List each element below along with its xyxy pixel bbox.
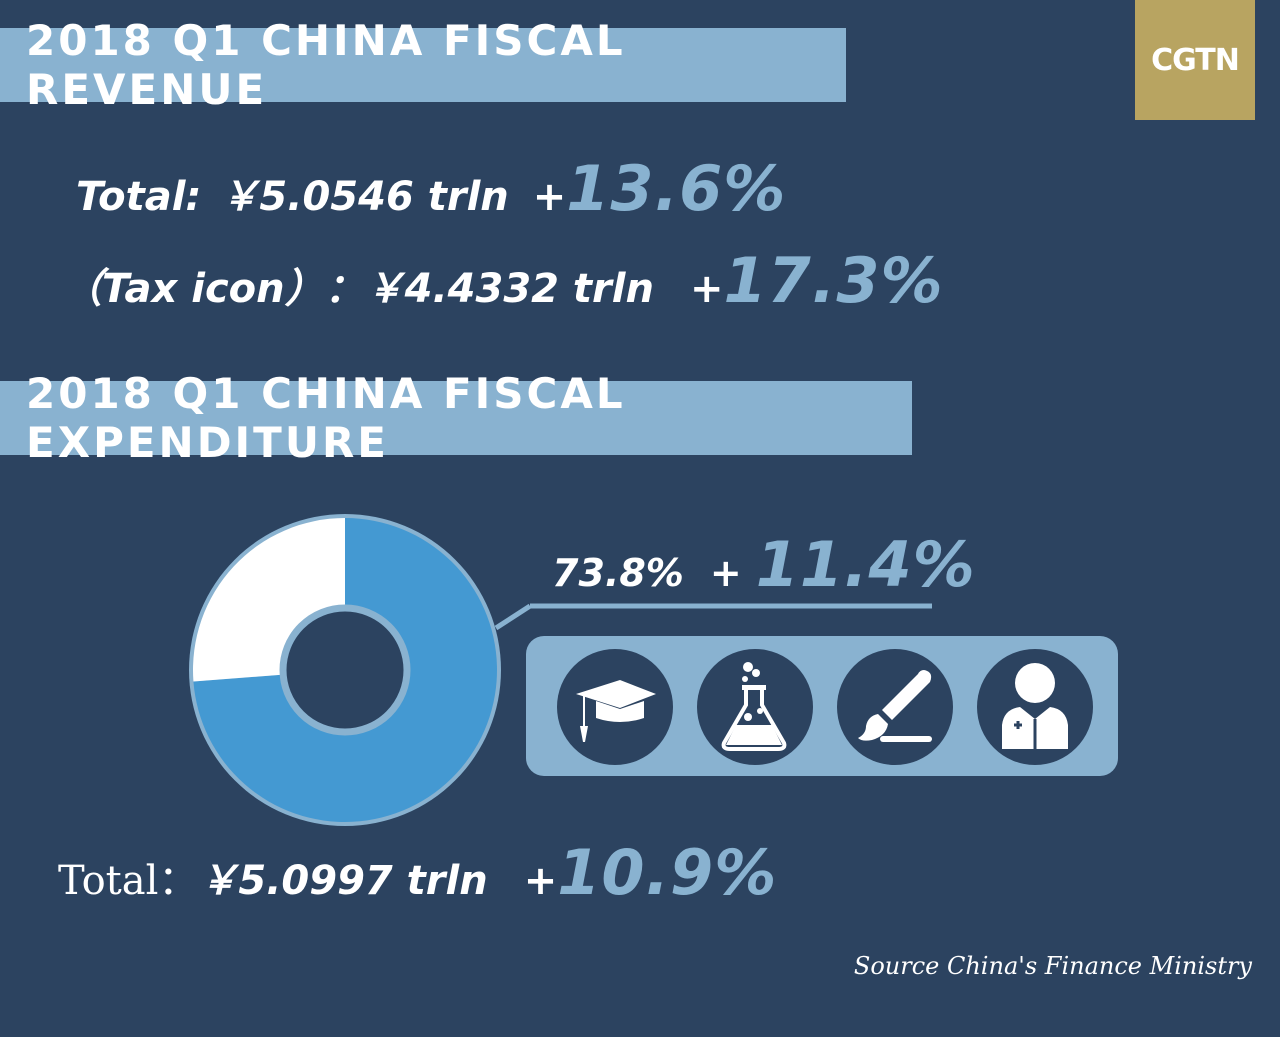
expenditure-banner: 2018 Q1 CHINA FISCAL EXPENDITURE — [0, 369, 912, 467]
tax-value: ￥4.4332 trln — [364, 266, 654, 312]
donut-slice-1 — [193, 518, 345, 682]
share-callout-line — [494, 603, 932, 631]
callout-connector — [494, 603, 532, 631]
science-icon-circle — [697, 649, 813, 765]
revenue-total-plus: + — [532, 174, 567, 220]
expenditure-donut-chart — [189, 514, 501, 826]
donut-center-hole — [279, 604, 411, 736]
education-icon-circle — [557, 649, 673, 765]
share-line: 73.8% + 11.4% — [552, 528, 976, 601]
donut-slice-0 — [193, 518, 497, 822]
tax-plus: + — [689, 266, 724, 312]
tax-label: （Tax icon）： — [62, 266, 365, 312]
expenditure-total-line: Total： ￥5.0997 trln + 10.9% — [58, 836, 777, 909]
arts-icon-circle — [837, 649, 953, 765]
cgtn-logo: CGTN — [1135, 0, 1255, 120]
expenditure-total-label: Total： — [58, 858, 199, 904]
expenditure-icon-panel — [526, 636, 1118, 776]
source-note: Source China's Finance Ministry — [853, 952, 1252, 980]
revenue-tax-line: （Tax icon）： ￥4.4332 trln + 17.3% — [62, 244, 944, 317]
revenue-total-growth: 13.6% — [566, 152, 787, 225]
doctor-icon — [1002, 663, 1068, 749]
expenditure-total-plus: + — [523, 858, 558, 904]
lab-flask-icon — [721, 662, 787, 751]
health-icon-circle — [977, 649, 1093, 765]
revenue-banner: 2018 Q1 CHINA FISCAL REVENUE — [0, 16, 846, 114]
share-growth: 11.4% — [755, 528, 976, 601]
revenue-total-value: ￥5.0546 trln — [219, 174, 509, 220]
expenditure-total-growth: 10.9% — [557, 836, 778, 909]
graduation-cap-icon — [576, 680, 656, 742]
expenditure-total-value: ￥5.0997 trln — [198, 858, 488, 904]
paintbrush-icon — [858, 670, 932, 742]
revenue-total-line: Total: ￥5.0546 trln + 13.6% — [76, 152, 786, 225]
share-plus: + — [709, 551, 742, 595]
revenue-total-label: Total: — [76, 174, 202, 220]
tax-growth: 17.3% — [723, 244, 944, 317]
share-label: 73.8% — [552, 551, 684, 595]
